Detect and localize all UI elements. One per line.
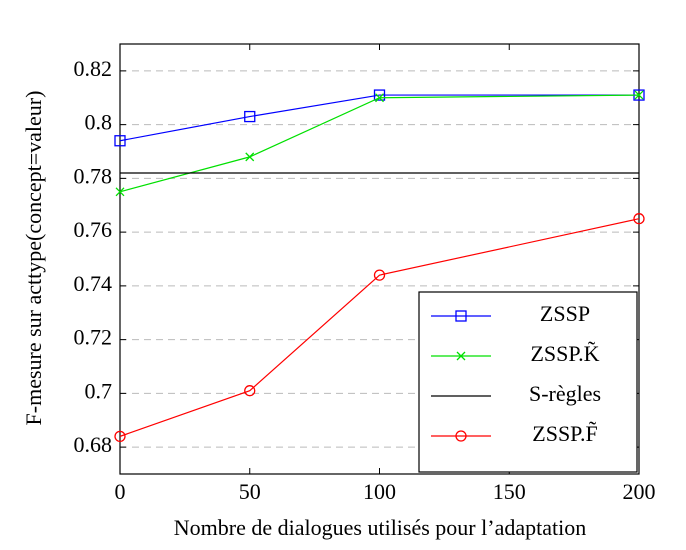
marker xyxy=(244,110,256,123)
marker xyxy=(455,310,467,322)
y-tick-label: 0.72 xyxy=(74,325,113,350)
marker xyxy=(634,90,644,100)
marker xyxy=(373,89,386,101)
y-tick-label: 0.68 xyxy=(74,432,113,457)
x-tick-label: 200 xyxy=(623,479,656,504)
x-tick-label: 0 xyxy=(115,479,126,504)
marker xyxy=(633,213,645,225)
marker xyxy=(245,152,255,162)
x-tick-label: 100 xyxy=(363,479,396,504)
y-tick-label: 0.76 xyxy=(74,217,113,242)
marker xyxy=(456,351,466,361)
x-tick-label: 150 xyxy=(493,479,526,504)
y-tick-label: 0.8 xyxy=(85,110,113,135)
y-axis-label: F-mesure sur acttype(concept=valeur) xyxy=(21,91,46,426)
marker xyxy=(244,385,256,397)
legend-label: S-règles xyxy=(529,381,601,406)
series-line xyxy=(119,94,640,193)
series-line xyxy=(119,218,640,437)
marker xyxy=(373,269,386,281)
marker xyxy=(375,93,384,103)
y-tick-label: 0.74 xyxy=(74,271,113,296)
x-tick-label: 50 xyxy=(239,479,261,504)
marker xyxy=(114,430,126,443)
legend-label: ZSSP.K̃ xyxy=(530,341,599,366)
legend-label: ZSSP xyxy=(540,301,590,326)
legend-label: ZSSP.F̃ xyxy=(532,421,597,446)
y-tick-label: 0.82 xyxy=(74,56,113,81)
marker xyxy=(114,135,126,147)
series-line xyxy=(119,94,639,142)
y-tick-label: 0.78 xyxy=(74,163,113,188)
plot-frame xyxy=(119,43,640,475)
marker xyxy=(115,187,125,197)
y-tick-label: 0.7 xyxy=(85,378,113,403)
x-axis-label: Nombre de dialogues utilisés pour l’adap… xyxy=(174,515,586,540)
marker xyxy=(455,430,467,442)
legend-box xyxy=(418,291,638,473)
